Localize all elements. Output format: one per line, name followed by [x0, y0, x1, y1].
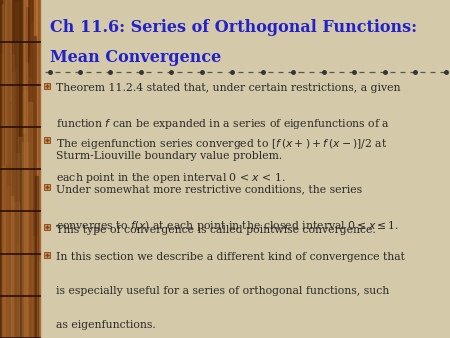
- Text: function $f$ can be expanded in a series of eigenfunctions of a: function $f$ can be expanded in a series…: [56, 117, 390, 131]
- Bar: [32, 23, 34, 338]
- Text: Under somewhat more restrictive conditions, the series: Under somewhat more restrictive conditio…: [56, 184, 362, 194]
- Text: The eigenfunction series converged to [$f\,(x+) + f\,(x-)$]/2 at: The eigenfunction series converged to [$…: [56, 137, 388, 151]
- Bar: [34, 0, 37, 338]
- Bar: [30, 90, 33, 338]
- Bar: [29, 58, 32, 338]
- Bar: [36, 0, 40, 338]
- Bar: [7, 253, 11, 338]
- Bar: [31, 0, 34, 338]
- Bar: [10, 102, 13, 338]
- Text: as eigenfunctions.: as eigenfunctions.: [56, 320, 156, 331]
- Bar: [5, 0, 11, 338]
- Bar: [28, 102, 32, 338]
- Bar: [22, 92, 24, 338]
- Text: Mean Convergence: Mean Convergence: [50, 49, 221, 66]
- Bar: [6, 0, 11, 338]
- Bar: [3, 0, 6, 338]
- Bar: [14, 202, 19, 338]
- Bar: [32, 112, 33, 338]
- Bar: [11, 55, 14, 338]
- Bar: [10, 191, 12, 338]
- Bar: [25, 149, 30, 338]
- Bar: [2, 4, 3, 338]
- Bar: [1, 54, 3, 338]
- Bar: [26, 7, 28, 338]
- Bar: [35, 176, 38, 338]
- Bar: [7, 186, 11, 338]
- Text: each point in the open interval 0 < $x$ < 1.: each point in the open interval 0 < $x$ …: [56, 171, 286, 185]
- Bar: [13, 153, 18, 338]
- Bar: [16, 242, 18, 338]
- Bar: [23, 116, 26, 338]
- Bar: [34, 252, 38, 338]
- Bar: [36, 58, 38, 338]
- Bar: [24, 143, 27, 338]
- Bar: [22, 142, 27, 338]
- Bar: [11, 196, 14, 338]
- Bar: [33, 1, 36, 338]
- Text: is especially useful for a series of orthogonal functions, such: is especially useful for a series of ort…: [56, 286, 390, 296]
- Bar: [15, 2, 18, 338]
- Text: Ch 11.6: Series of Orthogonal Functions:: Ch 11.6: Series of Orthogonal Functions:: [50, 19, 417, 35]
- Bar: [2, 166, 4, 338]
- Bar: [25, 90, 27, 338]
- Bar: [6, 165, 12, 338]
- Bar: [28, 77, 32, 338]
- Bar: [14, 161, 18, 338]
- Bar: [35, 161, 39, 338]
- Text: This type of convergence is called pointwise convergence.: This type of convergence is called point…: [56, 225, 376, 235]
- Bar: [34, 37, 36, 338]
- Bar: [26, 0, 31, 338]
- Text: In this section we describe a different kind of convergence that: In this section we describe a different …: [56, 252, 405, 262]
- Bar: [20, 170, 25, 338]
- Bar: [0, 0, 40, 338]
- Text: converges to $f(x)$ at each point in the closed interval $0 \leq x \leq$1.: converges to $f(x)$ at each point in the…: [56, 218, 400, 233]
- Bar: [14, 43, 19, 338]
- Bar: [33, 236, 36, 338]
- Text: Sturm-Liouville boundary value problem.: Sturm-Liouville boundary value problem.: [56, 151, 283, 162]
- Bar: [27, 81, 31, 338]
- Bar: [23, 0, 27, 338]
- Bar: [13, 42, 18, 338]
- Bar: [25, 80, 29, 338]
- Bar: [22, 192, 23, 338]
- Bar: [23, 134, 25, 338]
- Text: Theorem 11.2.4 stated that, under certain restrictions, a given: Theorem 11.2.4 stated that, under certai…: [56, 83, 401, 93]
- Bar: [23, 63, 27, 338]
- Bar: [36, 202, 40, 338]
- Bar: [36, 0, 40, 338]
- Bar: [36, 262, 40, 338]
- Bar: [18, 137, 23, 338]
- Bar: [12, 72, 15, 338]
- Bar: [4, 211, 7, 338]
- Bar: [24, 0, 27, 338]
- Bar: [13, 68, 17, 338]
- Bar: [32, 238, 36, 338]
